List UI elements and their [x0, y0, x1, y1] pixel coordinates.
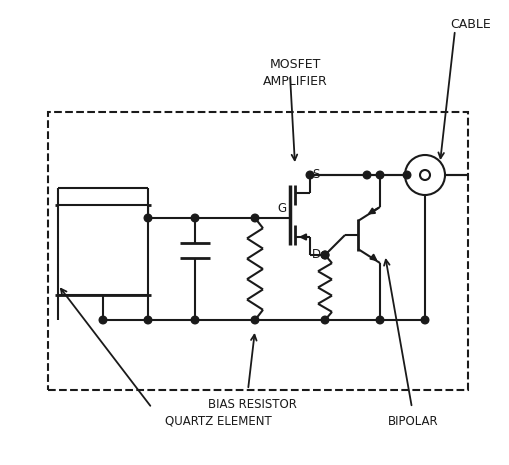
Circle shape — [421, 316, 429, 324]
Circle shape — [363, 171, 371, 179]
Circle shape — [99, 316, 107, 324]
Text: D: D — [312, 248, 321, 261]
Circle shape — [321, 316, 329, 324]
Circle shape — [403, 171, 411, 179]
Circle shape — [144, 214, 152, 222]
Text: BIPOLAR: BIPOLAR — [388, 415, 439, 428]
Bar — [58, 205, 148, 295]
Circle shape — [251, 316, 259, 324]
Text: MOSFET
AMPLIFIER: MOSFET AMPLIFIER — [263, 58, 327, 88]
Circle shape — [376, 316, 384, 324]
Text: QUARTZ ELEMENT: QUARTZ ELEMENT — [165, 415, 272, 428]
Circle shape — [321, 251, 329, 259]
Text: CABLE: CABLE — [450, 18, 491, 31]
Text: G: G — [278, 202, 287, 215]
Circle shape — [420, 170, 430, 180]
Circle shape — [191, 214, 199, 222]
Text: BIAS RESISTOR: BIAS RESISTOR — [208, 398, 297, 411]
Circle shape — [306, 171, 314, 179]
Bar — [48, 112, 468, 390]
Circle shape — [251, 214, 259, 222]
Text: S: S — [312, 168, 319, 181]
Circle shape — [376, 171, 384, 179]
Circle shape — [405, 155, 445, 195]
Circle shape — [191, 316, 199, 324]
Circle shape — [321, 251, 329, 259]
Circle shape — [144, 316, 152, 324]
